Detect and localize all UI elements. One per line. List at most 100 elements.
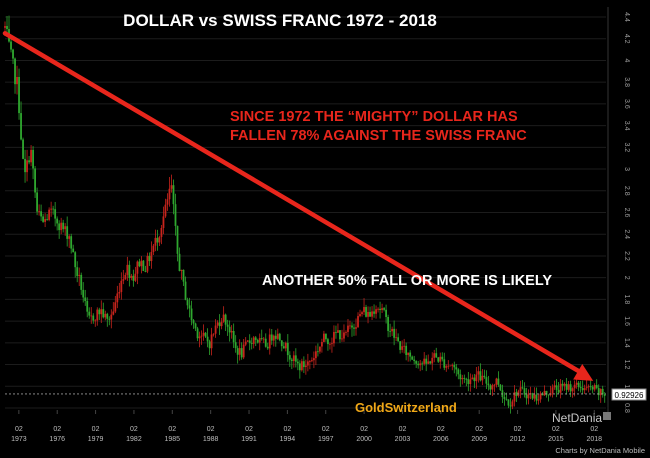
candle-body: [449, 365, 452, 367]
candle-body: [216, 322, 219, 326]
y-tick-label: 3: [623, 167, 630, 171]
candle-body: [507, 399, 510, 406]
candle-body: [499, 384, 502, 391]
candle-body: [126, 264, 129, 275]
candle-body: [194, 323, 197, 329]
candle-body: [54, 209, 57, 219]
candle-body: [553, 385, 556, 388]
candle-body: [365, 307, 367, 317]
candle-body: [589, 386, 592, 388]
candle-body: [399, 341, 402, 350]
candle-body: [118, 291, 121, 294]
candle-body: [423, 358, 426, 364]
x-tick-year: 2015: [548, 436, 564, 443]
credit-text: Charts by NetDania Mobile: [555, 446, 645, 455]
candle-body: [122, 279, 125, 281]
candle-body: [435, 353, 438, 358]
candle-body: [543, 390, 546, 396]
candle-body: [357, 316, 359, 328]
candle-body: [327, 339, 329, 345]
candle-body: [274, 335, 277, 339]
y-tick-label: 2.2: [623, 251, 630, 261]
candles: [4, 15, 606, 414]
candle-body: [298, 363, 301, 371]
candle-body: [585, 387, 588, 389]
watermark-label: GoldSwitzerland: [355, 400, 457, 415]
candle-body: [473, 377, 476, 382]
candle-body: [56, 218, 59, 224]
candle-body: [415, 361, 418, 364]
candle-body: [296, 361, 299, 364]
candle-body: [475, 374, 478, 382]
candle-body: [120, 280, 123, 292]
candle-body: [152, 245, 155, 252]
candle-body: [72, 248, 75, 253]
candle-body: [186, 299, 189, 306]
candle-body: [64, 226, 67, 230]
candle-body: [178, 253, 181, 271]
candle-body: [539, 393, 542, 400]
candle-body: [24, 158, 26, 173]
candle-body: [92, 315, 95, 321]
candle-body: [347, 325, 349, 332]
candle-body: [166, 199, 169, 205]
candle-body: [417, 363, 420, 366]
annotation-line-1: SINCE 1972 THE “MIGHTY” DOLLAR HAS: [230, 109, 518, 125]
candle-body: [258, 338, 261, 343]
candle-body: [483, 375, 486, 378]
candle-body: [182, 269, 185, 282]
candle-body: [260, 338, 263, 339]
candle-body: [439, 356, 442, 362]
candle-body: [306, 361, 309, 366]
candle-body: [294, 355, 297, 362]
candle-body: [212, 333, 215, 335]
candle-body: [497, 378, 500, 385]
candle-body: [595, 385, 598, 388]
y-tick-label: 1.6: [623, 316, 630, 326]
x-tick-month: 02: [590, 426, 598, 433]
candle-body: [485, 377, 488, 384]
candle-body: [455, 367, 458, 370]
candle-body: [545, 390, 548, 395]
candle-body: [463, 377, 466, 379]
y-tick-label: 1: [623, 384, 630, 388]
candle-body: [176, 225, 179, 254]
candle-body: [349, 325, 351, 327]
candle-body: [603, 394, 606, 396]
chart-title: DOLLAR vs SWISS FRANC 1972 - 2018: [123, 11, 437, 30]
x-tick-year: 1979: [88, 436, 104, 443]
candle-body: [304, 365, 307, 368]
candle-body: [457, 369, 460, 375]
candle-body: [565, 383, 568, 390]
x-tick-month: 02: [514, 426, 522, 433]
candle-body: [116, 293, 119, 303]
candle-body: [162, 216, 165, 228]
candle-body: [407, 352, 410, 355]
candle-body: [421, 363, 424, 365]
candle-body: [441, 356, 444, 360]
candle-body: [465, 378, 468, 380]
candle-body: [521, 387, 524, 389]
candle-body: [385, 309, 387, 317]
candle-body: [535, 394, 538, 401]
candle-body: [563, 383, 566, 386]
x-tick-month: 02: [92, 426, 100, 433]
candle-body: [252, 337, 255, 344]
candle-body: [323, 333, 325, 343]
candle-body: [371, 311, 373, 317]
candle-body: [44, 219, 47, 222]
candle-body: [50, 208, 53, 210]
candle-body: [369, 311, 371, 317]
candle-body: [359, 314, 361, 317]
candle-body: [397, 337, 400, 342]
y-tick-label: 3.6: [623, 99, 630, 109]
candle-body: [459, 374, 462, 380]
candle-body: [467, 379, 470, 385]
x-tick-month: 02: [207, 426, 215, 433]
candle-body: [559, 383, 562, 393]
candle-body: [599, 388, 602, 396]
y-tick-label: 3.8: [623, 77, 630, 87]
brand-name: NetDania: [552, 411, 602, 425]
candle-body: [443, 359, 446, 368]
candle-body: [333, 332, 335, 344]
